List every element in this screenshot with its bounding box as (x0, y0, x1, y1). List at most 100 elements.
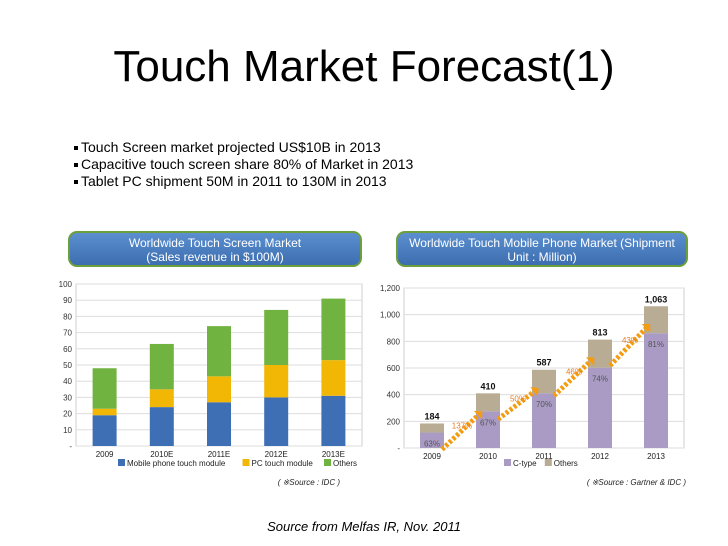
bar-segment (207, 402, 231, 446)
touch-screen-market-chart: 100 90 80 70 60 50 40 30 20 10 - 2009 2010E 2011E 2012… (40, 270, 370, 500)
bullet-square-icon (74, 163, 78, 168)
legend-label: PC touch module (252, 459, 314, 468)
growth-arrow (608, 326, 648, 368)
legend-label: Others (554, 459, 578, 468)
share-label: 81% (648, 340, 664, 349)
bullet-text: Capacitive touch screen share 80% of Mar… (81, 156, 414, 172)
mobile-phone-market-svg: 1,200 1,000 800 600 400 200 - 184 63% 2009 410 67% 2… (380, 284, 687, 487)
growth-label: 46% (566, 368, 582, 377)
y-tick-label: - (69, 442, 72, 451)
mobile-phone-market-label: Worldwide Touch Mobile Phone Market (Shi… (396, 231, 688, 267)
bullet-item: Capacitive touch screen share 80% of Mar… (74, 156, 413, 173)
source-note: ( ※Source : Gartner & IDC ) (587, 478, 687, 487)
y-tick-label: - (397, 444, 400, 453)
bullet-text: Tablet PC shipment 50M in 2011 to 130M i… (81, 173, 387, 189)
bar-segment (420, 423, 444, 433)
bar-segment (321, 395, 346, 446)
chart-title-line: Worldwide Touch Mobile Phone Market (Shi… (409, 236, 675, 250)
total-label: 813 (592, 328, 607, 338)
bar-segment (207, 326, 231, 377)
bar-segment (321, 360, 346, 396)
bar-segment (476, 411, 500, 448)
y-tick-label: 50 (63, 361, 72, 370)
bullet-list: Touch Screen market projected US$10B in … (74, 139, 413, 190)
source-note: ( ※Source : IDC ) (278, 478, 341, 487)
x-tick-label: 2012E (265, 450, 288, 459)
bar-segment (92, 408, 117, 416)
bar-segment (264, 365, 289, 398)
x-tick-label: 2009 (423, 452, 441, 461)
legend-label: Mobile phone touch module (127, 459, 226, 468)
x-tick-label: 2012 (591, 452, 609, 461)
share-label: 70% (536, 400, 552, 409)
legend-swatch (544, 459, 552, 466)
bar-segment (420, 432, 444, 448)
y-tick-label: 10 (63, 426, 72, 435)
growth-label: 137% (452, 421, 472, 430)
y-tick-label: 800 (387, 337, 401, 346)
bullet-item: Touch Screen market projected US$10B in … (74, 139, 413, 156)
bullet-square-icon (74, 180, 78, 185)
bar-segment (532, 393, 556, 448)
bar-segment (92, 415, 117, 446)
y-tick-label: 70 (63, 329, 72, 338)
chart-title-line: (Sales revenue in $100M) (146, 250, 284, 264)
growth-arrow-head (473, 410, 483, 420)
chart-title-line: Worldwide Touch Screen Market (128, 236, 302, 250)
touch-screen-market-svg: 100 90 80 70 60 50 40 30 20 10 - 2009 2010E 2011E 2012… (59, 280, 363, 487)
legend-swatch (324, 459, 331, 466)
y-tick-label: 80 (63, 312, 72, 321)
share-label: 63% (424, 440, 440, 449)
bar-segment (644, 333, 668, 448)
bar-segment (588, 367, 612, 448)
y-tick-label: 90 (63, 296, 72, 305)
y-tick-label: 30 (63, 393, 72, 402)
mobile-phone-market-chart: 1,200 1,000 800 600 400 200 - 184 63% 2009 410 67% 2… (366, 270, 694, 500)
y-tick-label: 1,000 (380, 311, 401, 320)
touch-screen-market-label: Worldwide Touch Screen Market (Sales rev… (68, 231, 362, 267)
slide-title: Touch Market Forecast(1) (113, 42, 615, 91)
bar-segment (149, 343, 174, 390)
x-tick-label: 2013E (322, 450, 345, 459)
bar-segment (264, 309, 289, 365)
bar-segment (92, 368, 117, 409)
share-label: 67% (480, 418, 496, 427)
bar-segment (476, 393, 500, 412)
growth-arrow (496, 389, 536, 422)
y-tick-label: 200 (387, 417, 401, 426)
growth-label: 43% (622, 336, 638, 345)
share-label: 74% (592, 375, 608, 384)
bullet-item: Tablet PC shipment 50M in 2011 to 130M i… (74, 173, 413, 190)
y-tick-label: 100 (59, 280, 73, 289)
legend-label: C-type (513, 459, 537, 468)
growth-arrow-head (530, 386, 539, 397)
growth-arrow (552, 359, 592, 398)
y-tick-label: 20 (63, 410, 72, 419)
total-label: 184 (424, 411, 439, 421)
bar-segment (149, 389, 174, 408)
bullet-square-icon (74, 146, 78, 151)
legend-swatch (242, 459, 250, 466)
y-tick-label: 60 (63, 345, 72, 354)
source-footer: Source from Melfas IR, Nov. 2011 (267, 519, 461, 534)
total-label: 587 (536, 358, 551, 368)
total-label: 410 (480, 381, 495, 391)
bar-segment (532, 369, 556, 394)
y-tick-label: 1,200 (380, 284, 401, 293)
y-tick-label: 600 (387, 364, 401, 373)
growth-arrow (440, 413, 480, 452)
x-tick-label: 2011E (208, 450, 231, 459)
bar-segment (149, 407, 174, 446)
legend-label: Others (333, 459, 357, 468)
growth-label: 50% (510, 395, 526, 404)
growth-arrow-head (585, 357, 595, 366)
x-tick-label: 2010E (150, 450, 173, 459)
bullet-text: Touch Screen market projected US$10B in … (81, 139, 381, 155)
total-label: 1,063 (645, 294, 668, 304)
bar-segment (264, 397, 289, 446)
y-tick-label: 40 (63, 377, 72, 386)
legend-swatch (504, 459, 511, 466)
y-tick-label: 400 (387, 391, 401, 400)
x-tick-label: 2011 (535, 452, 553, 461)
x-tick-label: 2013 (647, 452, 665, 461)
